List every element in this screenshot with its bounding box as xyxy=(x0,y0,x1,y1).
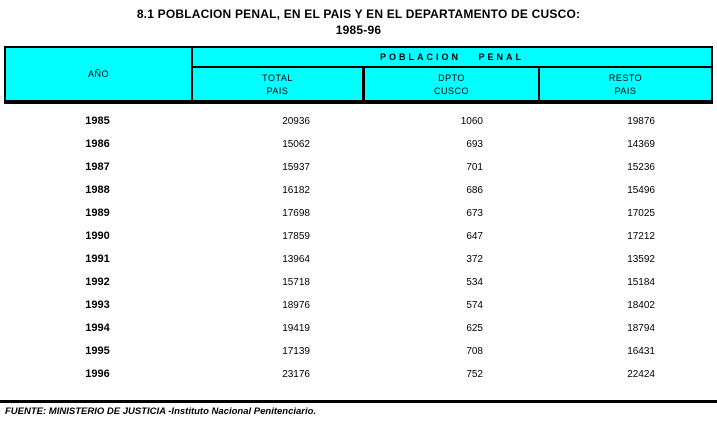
cell-total: 20936 xyxy=(282,116,310,127)
cell-total: 17698 xyxy=(282,208,310,219)
table-row: 1986 15062 693 14369 xyxy=(4,133,713,156)
column-header-line: PAIS xyxy=(614,85,637,96)
cell-cusco: 534 xyxy=(466,277,483,288)
table-row: 1985 20936 1060 19876 xyxy=(4,110,713,133)
table-row: 1989 17698 673 17025 xyxy=(4,202,713,225)
cell-resto: 15236 xyxy=(627,162,655,173)
table-body: 1985 20936 1060 19876 1986 15062 693 14369 1987 1… xyxy=(4,104,713,386)
cell-resto: 15184 xyxy=(627,277,655,288)
cell-cusco: 1060 xyxy=(460,116,483,127)
cell-total: 15718 xyxy=(282,277,310,288)
column-header-line: DPTO xyxy=(438,72,465,83)
page-title: 8.1 POBLACION PENAL, EN EL PAIS Y EN EL … xyxy=(136,7,581,21)
footer-divider xyxy=(0,400,717,403)
cell-cusco: 708 xyxy=(466,346,483,357)
table-row: 1992 15718 534 15184 xyxy=(4,271,713,294)
table-row: 1990 17859 647 17212 xyxy=(4,225,713,248)
cell-year: 1989 xyxy=(85,207,110,219)
cell-resto: 15496 xyxy=(627,185,655,196)
column-header-total-pais: TOTAL PAIS xyxy=(193,68,365,100)
cell-cusco: 625 xyxy=(466,323,483,334)
group-header-poblacion-penal: POBLACION PENAL xyxy=(193,48,711,68)
table-row: 1994 19419 625 18794 xyxy=(4,317,713,340)
table-row: 1987 15937 701 15236 xyxy=(4,156,713,179)
cell-cusco: 647 xyxy=(466,231,483,242)
cell-year: 1995 xyxy=(85,345,110,357)
cell-total: 18976 xyxy=(282,300,310,311)
cell-year: 1990 xyxy=(85,230,110,242)
column-header-line: PAIS xyxy=(266,85,289,96)
page-subtitle: 1985-96 xyxy=(335,23,382,37)
cell-resto: 18794 xyxy=(627,323,655,334)
cell-year: 1992 xyxy=(85,276,110,288)
column-header-line: TOTAL xyxy=(262,72,293,83)
cell-total: 17139 xyxy=(282,346,310,357)
table-row: 1991 13964 372 13592 xyxy=(4,248,713,271)
year-column-header: AÑO xyxy=(6,48,193,100)
cell-resto: 16431 xyxy=(627,346,655,357)
cell-resto: 22424 xyxy=(627,369,655,380)
cell-cusco: 686 xyxy=(466,185,483,196)
penal-population-table-header: AÑO POBLACION PENAL TOTAL PAIS DPTO CUSC… xyxy=(4,46,713,104)
cell-cusco: 673 xyxy=(466,208,483,219)
cell-resto: 18402 xyxy=(627,300,655,311)
cell-cusco: 701 xyxy=(466,162,483,173)
cell-year: 1988 xyxy=(85,184,110,196)
sub-header-row: TOTAL PAIS DPTO CUSCO RESTO PAIS xyxy=(193,68,711,100)
cell-resto: 13592 xyxy=(627,254,655,265)
cell-total: 16182 xyxy=(282,185,310,196)
cell-total: 23176 xyxy=(282,369,310,380)
cell-year: 1985 xyxy=(85,115,110,127)
cell-resto: 17025 xyxy=(627,208,655,219)
cell-year: 1991 xyxy=(85,253,110,265)
column-header-dpto-cusco: DPTO CUSCO xyxy=(365,68,540,100)
cell-cusco: 693 xyxy=(466,139,483,150)
table-row: 1996 23176 752 22424 xyxy=(4,363,713,386)
cell-resto: 14369 xyxy=(627,139,655,150)
population-columns-group: POBLACION PENAL TOTAL PAIS DPTO CUSCO RE… xyxy=(193,48,711,100)
cell-cusco: 574 xyxy=(466,300,483,311)
cell-cusco: 372 xyxy=(466,254,483,265)
cell-total: 13964 xyxy=(282,254,310,265)
cell-resto: 19876 xyxy=(627,116,655,127)
cell-year: 1996 xyxy=(85,368,110,380)
cell-total: 19419 xyxy=(282,323,310,334)
cell-year: 1987 xyxy=(85,161,110,173)
column-header-line: RESTO xyxy=(608,72,643,83)
cell-resto: 17212 xyxy=(627,231,655,242)
table-row: 1995 17139 708 16431 xyxy=(4,340,713,363)
cell-cusco: 752 xyxy=(466,369,483,380)
column-header-resto-pais: RESTO PAIS xyxy=(540,68,711,100)
cell-year: 1986 xyxy=(85,138,110,150)
table-row: 1988 16182 686 15496 xyxy=(4,179,713,202)
cell-total: 15937 xyxy=(282,162,310,173)
cell-year: 1994 xyxy=(85,322,110,334)
cell-year: 1993 xyxy=(85,299,110,311)
cell-total: 15062 xyxy=(282,139,310,150)
table-row: 1993 18976 574 18402 xyxy=(4,294,713,317)
column-header-line: CUSCO xyxy=(433,85,469,96)
cell-total: 17859 xyxy=(282,231,310,242)
source-note: FUENTE: MINISTERIO DE JUSTICIA -Institut… xyxy=(5,406,317,417)
